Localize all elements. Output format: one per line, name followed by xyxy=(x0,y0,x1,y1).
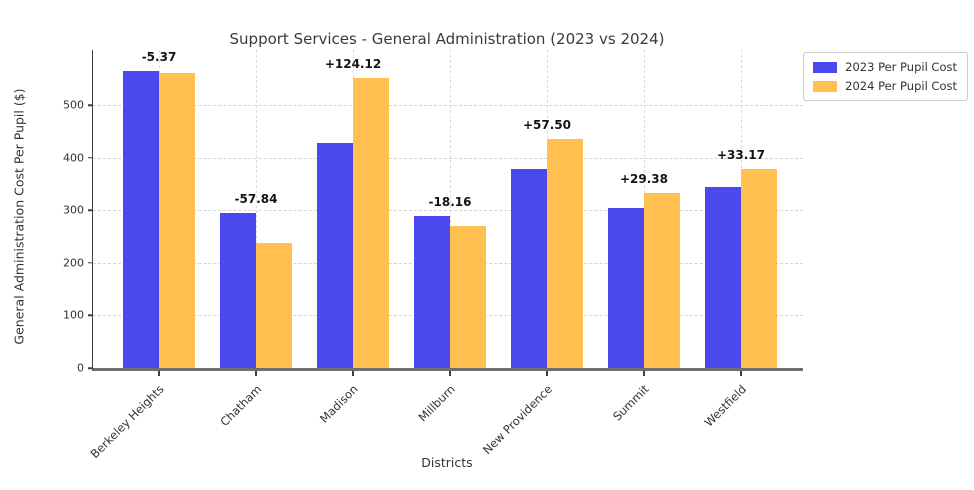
y-tick-mark-400 xyxy=(88,157,93,159)
y-tick-label-200: 200 xyxy=(63,256,84,270)
bar-2023-5 xyxy=(608,208,644,368)
gridline-y-500 xyxy=(93,105,803,107)
diff-annotation-2: +124.12 xyxy=(324,56,382,71)
gridline-x-1 xyxy=(256,50,257,368)
legend-item-2023: 2023 Per Pupil Cost xyxy=(813,60,957,74)
plot-area: 0 100 200 300 400 500 Berkeley Heights -5.37 Cha… xyxy=(63,49,803,461)
x-tick-label-6: Westfield xyxy=(701,382,749,430)
diff-annotation-4: +57.50 xyxy=(522,118,572,133)
bar-2024-3 xyxy=(450,225,486,368)
legend-item-2024: 2024 Per Pupil Cost xyxy=(813,79,957,93)
diff-annotation-5: +29.38 xyxy=(619,172,669,187)
bar-2023-1 xyxy=(220,212,256,368)
x-tick-label-5: Summit xyxy=(610,382,652,424)
x-tick-label-0: Berkeley Heights xyxy=(87,382,167,462)
x-tick-mark-0 xyxy=(158,371,160,376)
x-tick-mark-1 xyxy=(255,371,257,376)
legend-swatch-2023 xyxy=(813,61,838,73)
x-axis-label: Districts xyxy=(421,455,473,470)
x-tick-label-3: Millburn xyxy=(415,382,458,425)
legend-label-2024: 2024 Per Pupil Cost xyxy=(845,79,957,93)
x-tick-mark-2 xyxy=(352,371,354,376)
diff-annotation-0: -5.37 xyxy=(141,49,177,64)
bar-2024-0 xyxy=(159,73,195,368)
x-tick-mark-3 xyxy=(449,371,451,376)
bar-2024-2 xyxy=(353,77,389,368)
legend-swatch-2024 xyxy=(813,80,838,92)
bar-2024-6 xyxy=(741,169,777,368)
x-tick-mark-6 xyxy=(740,371,742,376)
x-tick-label-4: New Providence xyxy=(479,382,555,457)
y-tick-mark-300 xyxy=(88,209,93,212)
diff-annotation-1: -57.84 xyxy=(234,191,278,206)
bar-2023-4 xyxy=(511,169,547,368)
y-tick-mark-0 xyxy=(88,367,93,369)
gridline-y-400 xyxy=(93,157,803,159)
legend-label-2023: 2023 Per Pupil Cost xyxy=(845,60,957,74)
x-tick-label-1: Chatham xyxy=(216,382,264,429)
diff-annotation-3: -18.16 xyxy=(428,195,472,210)
legend: 2023 Per Pupil Cost 2024 Per Pupil Cost xyxy=(803,52,968,101)
chart-title: Support Services - General Administratio… xyxy=(229,30,665,48)
y-tick-label-0: 0 xyxy=(77,361,84,375)
y-tick-label-100: 100 xyxy=(63,308,84,322)
y-tick-mark-100 xyxy=(88,314,93,317)
x-tick-mark-5 xyxy=(643,371,645,376)
bar-2024-5 xyxy=(644,193,680,368)
x-tick-mark-4 xyxy=(546,371,548,376)
y-tick-label-400: 400 xyxy=(63,151,84,165)
y-tick-label-500: 500 xyxy=(63,98,84,112)
x-tick-label-2: Madison xyxy=(317,382,361,426)
bar-2023-6 xyxy=(705,186,741,368)
bar-2023-2 xyxy=(317,142,353,368)
gridline-y-300 xyxy=(93,210,803,212)
diff-annotation-6: +33.17 xyxy=(716,148,766,163)
bar-2024-4 xyxy=(547,139,583,368)
bar-2023-3 xyxy=(414,216,450,368)
y-tick-mark-200 xyxy=(88,262,93,264)
y-tick-label-300: 300 xyxy=(63,203,84,217)
y-tick-mark-500 xyxy=(88,104,93,106)
y-axis-label: General Administration Cost Per Pupil ($… xyxy=(11,88,27,345)
gridline-x-3 xyxy=(450,50,451,368)
bar-2024-1 xyxy=(256,242,292,368)
bar-2023-0 xyxy=(123,70,159,368)
